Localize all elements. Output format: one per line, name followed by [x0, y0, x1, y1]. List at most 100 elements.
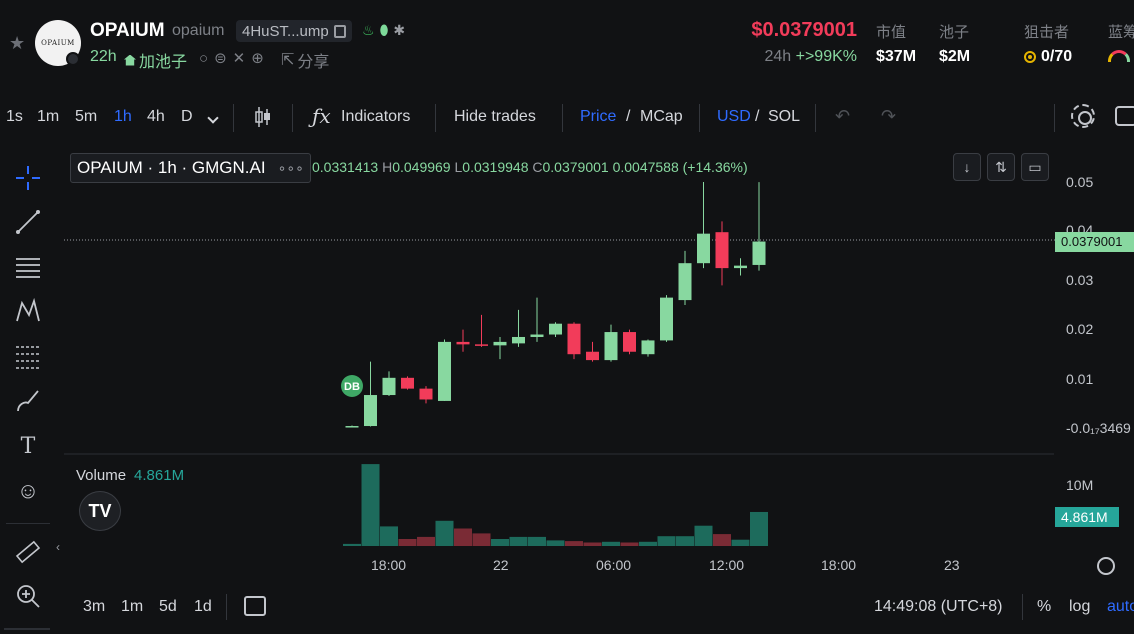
interval-4h[interactable]: 4h	[147, 108, 165, 125]
sol-toggle[interactable]: SOL	[768, 108, 801, 125]
collapse-icon: ⇅	[995, 158, 1007, 175]
sniper-label: 狙击者	[1024, 24, 1070, 41]
contract-address[interactable]: 4HuST...ump	[236, 20, 352, 42]
time-tick: 23	[944, 557, 960, 573]
indicators-label[interactable]: Indicators	[341, 108, 411, 125]
text-tool-icon[interactable]: T	[20, 433, 36, 459]
camera-icon[interactable]	[1115, 106, 1134, 126]
hide-trades-button[interactable]: Hide trades	[454, 108, 536, 125]
arrow-down-icon: ↓	[963, 159, 971, 175]
volume-bar	[565, 541, 583, 546]
price-tick: -0.0₁₇3469	[1066, 420, 1131, 436]
add-pool-link[interactable]: 加池子	[124, 48, 187, 72]
candle-body	[530, 334, 544, 337]
favorite-star-icon[interactable]: ★	[9, 33, 26, 53]
price-toggle[interactable]: Price	[580, 108, 617, 125]
fib-icon[interactable]	[12, 340, 44, 372]
calendar-icon[interactable]	[244, 596, 266, 616]
zoom-icon[interactable]	[12, 580, 44, 612]
interval-dropdown[interactable]	[207, 109, 219, 127]
volume-bar	[583, 542, 602, 546]
tradingview-logo[interactable]: TV	[79, 491, 121, 531]
settings-gear-icon[interactable]	[1071, 104, 1095, 128]
collapse-button[interactable]: ⇅	[987, 153, 1015, 181]
fx-icon: ƒx	[312, 104, 331, 128]
bug-icon: ✱	[393, 22, 406, 38]
pattern-icon[interactable]	[12, 295, 44, 327]
range-1m[interactable]: 1m	[121, 598, 144, 615]
volume-bar	[750, 511, 768, 546]
emoji-icon[interactable]: ☺	[16, 478, 40, 503]
share-link[interactable]: ⇱ 分享	[281, 48, 329, 72]
range-1d[interactable]: 1d	[194, 598, 212, 615]
brush-icon[interactable]	[12, 385, 44, 417]
list-icon[interactable]: ⊜	[214, 50, 227, 67]
undo-icon[interactable]: ↶	[835, 106, 851, 126]
volume-bar	[713, 534, 731, 546]
tools-divider	[6, 523, 50, 524]
share-label: 分享	[297, 54, 330, 71]
current-price-tag: 0.0379001	[1055, 232, 1134, 252]
token-logo: OPAIUM	[35, 20, 81, 66]
token-age: 22h	[90, 48, 117, 65]
candle-body	[475, 344, 488, 346]
candle-body	[734, 265, 747, 269]
trend-line-icon[interactable]	[12, 206, 44, 238]
range-3m[interactable]: 3m	[83, 598, 106, 615]
drawing-toolbar: T ☺ ‹	[0, 150, 60, 634]
chart-legend[interactable]: OPAIUM · 1h · GMGN.AI ∘∘∘	[70, 153, 311, 183]
interval-d[interactable]: D	[181, 108, 193, 125]
interval-1m[interactable]: 1m	[37, 108, 60, 125]
interval-1s[interactable]: 1s	[6, 108, 23, 125]
ohlc-close: 0.0379001	[542, 159, 609, 175]
time-tick: 22	[493, 557, 509, 573]
time-tick: 06:00	[596, 557, 632, 573]
volume-bar	[676, 536, 694, 546]
candlestick-chart[interactable]: DB	[64, 148, 1134, 548]
toolbar-divider	[815, 104, 816, 132]
volume-bar	[694, 525, 713, 546]
horizontal-lines-icon[interactable]	[12, 251, 44, 283]
volume-bar	[620, 542, 639, 546]
fullscreen-button[interactable]: ▭	[1021, 153, 1049, 181]
ohlc-close-key: C	[532, 159, 543, 175]
interval-5m[interactable]: 5m	[75, 108, 98, 125]
chart-type-candle-icon[interactable]	[254, 105, 272, 129]
percent-toggle[interactable]: %	[1037, 598, 1052, 615]
auto-toggle[interactable]: auto	[1107, 598, 1134, 615]
search-icon[interactable]: ○	[199, 49, 209, 67]
collapse-arrow-icon[interactable]: ‹	[56, 540, 60, 554]
range-5d[interactable]: 5d	[159, 598, 177, 615]
ohlc-readout: 0.0331413 H0.049969 L0.0319948 C0.037900…	[312, 159, 748, 175]
usd-toggle[interactable]: USD	[717, 108, 751, 125]
scroll-down-button[interactable]: ↓	[953, 153, 981, 181]
legend-more-icon[interactable]: ∘∘∘	[277, 159, 304, 176]
candle-body	[438, 341, 451, 401]
indicators-button[interactable]: ƒx	[312, 104, 331, 128]
interval-1h[interactable]: 1h	[114, 108, 132, 125]
clock-readout[interactable]: 14:49:08 (UTC+8)	[874, 598, 1003, 615]
mcap-label: 市值	[876, 24, 907, 41]
volume-bar	[509, 536, 528, 546]
bottom-divider	[226, 594, 227, 620]
copy-icon[interactable]	[333, 24, 346, 38]
globe-icon[interactable]: ⊕	[251, 50, 264, 67]
log-toggle[interactable]: log	[1069, 598, 1091, 615]
fire-icon: ♨	[362, 22, 375, 38]
token-logo-text: OPAIUM	[41, 39, 75, 47]
volume-tag: 4.861M	[1055, 507, 1119, 527]
mcap-toggle[interactable]: MCap	[640, 108, 683, 125]
redo-icon[interactable]: ↷	[881, 106, 897, 126]
crosshair-icon[interactable]	[12, 162, 44, 194]
time-tick: 12:00	[709, 557, 745, 573]
ohlc-low-key: L	[454, 159, 463, 175]
pill-icon: ⬮	[379, 22, 389, 38]
bottom-divider	[1022, 594, 1023, 620]
x-twitter-icon[interactable]: ✕	[232, 50, 246, 67]
volume-bar	[602, 541, 620, 546]
ruler-icon[interactable]	[12, 536, 44, 568]
ohlc-high: 0.049969	[392, 159, 451, 175]
volume-legend: Volume 4.861M	[76, 467, 184, 484]
price-tick: 0.03	[1066, 272, 1094, 288]
chart-settings-icon[interactable]	[1097, 557, 1115, 575]
